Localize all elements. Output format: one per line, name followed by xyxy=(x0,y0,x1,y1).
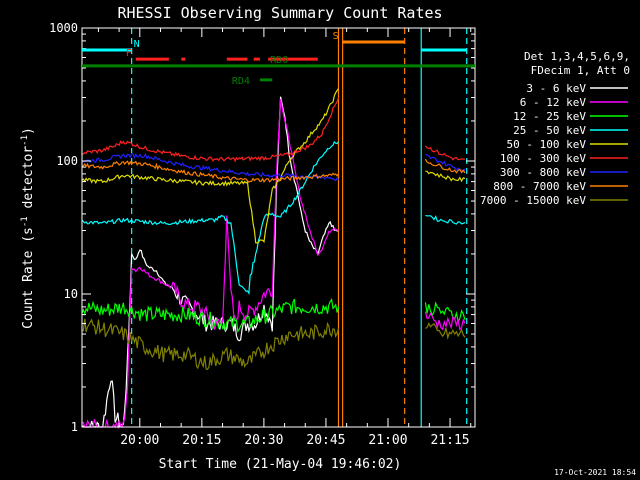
legend-entry: 25 - 50 keV xyxy=(513,124,586,137)
plot-area xyxy=(81,28,468,430)
axis-ticks: 1 10 100 1000 20:00 20:15 20:30 20:45 21:00 21:15 xyxy=(49,21,475,448)
series-line-post-gap xyxy=(425,170,466,183)
series-line-post-gap xyxy=(425,322,466,340)
x-tick-label: 21:15 xyxy=(430,433,469,448)
series-line xyxy=(81,298,340,333)
flag-label: F xyxy=(126,48,132,59)
legend-entry: 100 - 300 keV xyxy=(500,152,586,165)
legend-entry: 6 - 12 keV xyxy=(520,96,587,109)
series-line xyxy=(81,99,339,430)
series-line xyxy=(81,140,339,296)
timestamp: 17-Oct-2021 18:54 xyxy=(554,468,636,477)
series-line xyxy=(81,160,339,183)
flag-label: RD0 xyxy=(270,55,288,66)
legend-entry: 800 - 7000 keV xyxy=(493,180,586,193)
series-line-post-gap xyxy=(425,214,466,225)
y-axis-label: Count Rate (s-1 detector-1) xyxy=(20,127,36,329)
legend-header: Det 1,3,4,5,6,9, xyxy=(524,50,630,63)
flag-label: N xyxy=(134,39,140,50)
y-tick-label: 1 xyxy=(71,420,78,434)
x-tick-label: 20:30 xyxy=(244,433,283,448)
x-tick-label: 21:00 xyxy=(368,433,407,448)
flag-bars: NF S RD0 RD4 xyxy=(82,31,475,87)
flag-label: S xyxy=(333,31,339,42)
x-tick-label: 20:00 xyxy=(120,433,159,448)
series-line-post-gap xyxy=(424,145,466,161)
legend-entry: 7000 - 15000 keV xyxy=(480,194,586,207)
y-tick-label: 1000 xyxy=(49,21,78,35)
plot-frame xyxy=(81,27,476,428)
series-line-post-gap xyxy=(424,158,466,174)
legend-entry: 300 - 800 keV xyxy=(500,166,586,179)
series-line xyxy=(81,97,340,163)
series-line xyxy=(81,96,339,429)
y-tick-label: 100 xyxy=(56,154,78,168)
legend-entry: 12 - 25 keV xyxy=(513,110,586,123)
legend-entry: 3 - 6 keV xyxy=(526,82,586,95)
x-tick-label: 20:15 xyxy=(182,433,221,448)
y-tick-label: 10 xyxy=(64,287,78,301)
series-line xyxy=(81,318,340,371)
legend-entry: 50 - 100 keV xyxy=(507,138,587,151)
legend-header: FDecim 1, Att 0 xyxy=(531,64,630,77)
legend: Det 1,3,4,5,6,9,FDecim 1, Att 0 3 - 6 keV… xyxy=(480,50,630,207)
x-axis-label: Start Time (21-May-04 19:46:02) xyxy=(159,457,402,472)
x-tick-label: 20:45 xyxy=(306,433,345,448)
chart-title: RHESSI Observing Summary Count Rates xyxy=(117,4,442,22)
flag-label: RD4 xyxy=(232,76,250,87)
series-line-post-gap xyxy=(424,311,466,331)
series-line-post-gap xyxy=(425,153,466,173)
